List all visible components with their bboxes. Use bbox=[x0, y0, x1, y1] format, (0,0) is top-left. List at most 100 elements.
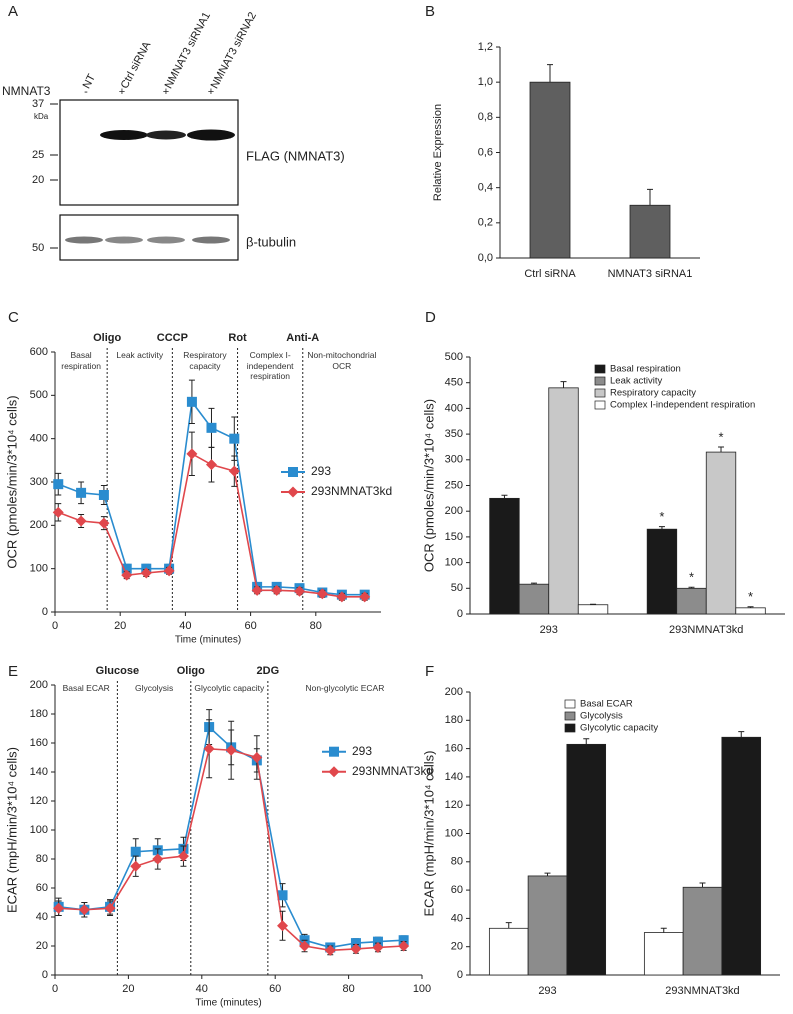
x-tick-label: 293 bbox=[538, 985, 556, 997]
y-tick-label: 300 bbox=[445, 454, 463, 466]
row-value: + bbox=[163, 86, 169, 98]
phase: Non-mitochondrial OCR bbox=[307, 350, 377, 371]
phase: Basal respiration bbox=[61, 350, 101, 371]
row-value: - bbox=[84, 86, 88, 98]
x-tick-label: 40 bbox=[196, 983, 208, 995]
point bbox=[205, 459, 217, 471]
y-tick-label: 450 bbox=[445, 377, 463, 389]
size-marker: 25 bbox=[32, 149, 44, 161]
legend-swatch bbox=[564, 723, 576, 733]
y-tick-label: 100 bbox=[30, 824, 48, 836]
y-axis-label: ECAR (mpH/min/3*10⁴ cells) bbox=[4, 747, 19, 913]
point bbox=[229, 433, 240, 444]
injection-label: Oligo bbox=[93, 332, 121, 344]
point bbox=[398, 935, 409, 946]
bar bbox=[566, 743, 607, 976]
bar bbox=[629, 204, 671, 259]
panel-letter: D bbox=[425, 309, 436, 326]
band bbox=[105, 236, 143, 244]
y-tick-label: 80 bbox=[451, 856, 463, 868]
point bbox=[316, 588, 328, 600]
phase-label: Basal ECAR bbox=[62, 683, 110, 693]
legend-label: Basal ECAR bbox=[580, 699, 633, 710]
x-tick-label: 293NMNAT3kd bbox=[665, 985, 739, 997]
significance-mark: * bbox=[718, 429, 723, 444]
point bbox=[299, 940, 311, 952]
y-tick-label: 400 bbox=[30, 433, 48, 445]
legend-label: Respiratory capacity bbox=[610, 388, 696, 399]
point bbox=[372, 941, 384, 953]
phase-label: Basal respiration bbox=[61, 350, 101, 371]
y-tick-label: 60 bbox=[451, 884, 463, 896]
size-marker: 20 bbox=[32, 174, 44, 186]
point bbox=[271, 584, 283, 596]
point bbox=[177, 850, 189, 862]
point bbox=[251, 584, 263, 596]
legend-swatch bbox=[594, 388, 606, 398]
bar bbox=[676, 587, 707, 615]
point bbox=[359, 591, 371, 603]
band bbox=[65, 236, 103, 244]
phase: Glycolysis bbox=[134, 683, 174, 693]
bar bbox=[577, 604, 609, 615]
error-bar bbox=[699, 882, 706, 888]
x-tick-label: 20 bbox=[122, 983, 134, 995]
y-tick-label: 140 bbox=[445, 771, 463, 783]
phase-label: Non-mitochondrial OCR bbox=[307, 350, 377, 371]
point bbox=[203, 743, 215, 755]
point bbox=[251, 752, 263, 763]
x-tick-label: 293 bbox=[540, 624, 558, 636]
legend-label: 293NMNAT3kd bbox=[352, 764, 433, 778]
blot-label: FLAG (NMNAT3) bbox=[246, 148, 345, 163]
x-tick-label: 60 bbox=[244, 620, 256, 632]
error-bar bbox=[738, 731, 745, 738]
error-bar bbox=[530, 582, 537, 585]
error-bar bbox=[718, 446, 725, 453]
bar bbox=[527, 875, 568, 976]
y-tick-label: 200 bbox=[30, 679, 48, 691]
point bbox=[398, 940, 410, 952]
y-tick-label: 50 bbox=[451, 582, 463, 594]
y-tick-label: 20 bbox=[36, 940, 48, 952]
y-axis-label: OCR (pmoles/min/3*10⁴ cells) bbox=[421, 399, 436, 572]
point bbox=[130, 846, 141, 857]
bar bbox=[705, 451, 737, 615]
point bbox=[140, 567, 152, 579]
point bbox=[277, 890, 288, 901]
y-axis-label: ECAR (mpH/min/3*10⁴ cells) bbox=[421, 751, 436, 917]
band bbox=[147, 236, 185, 244]
point bbox=[350, 943, 362, 955]
x-axis-label: Time (minutes) bbox=[195, 998, 261, 1009]
point bbox=[336, 591, 348, 603]
lane-label: NMNAT3 siRNA1 bbox=[163, 10, 213, 90]
y-tick-label: 350 bbox=[445, 428, 463, 440]
band bbox=[187, 129, 235, 141]
blot-box bbox=[59, 99, 239, 206]
bar bbox=[529, 81, 571, 259]
y-tick-label: 100 bbox=[445, 827, 463, 839]
lane-label: NMNAT3 siRNA2 bbox=[209, 10, 259, 90]
bar bbox=[643, 932, 684, 976]
y-tick-label: 250 bbox=[445, 479, 463, 491]
x-tick-label: 80 bbox=[342, 983, 354, 995]
y-tick-label: 80 bbox=[36, 853, 48, 865]
injection-label: 2DG bbox=[257, 665, 280, 677]
phase: Basal ECAR bbox=[62, 683, 110, 693]
panel-letter: A bbox=[8, 3, 18, 20]
significance-mark: * bbox=[659, 509, 664, 524]
band bbox=[100, 130, 148, 140]
y-tick-label: 140 bbox=[30, 766, 48, 778]
point bbox=[277, 920, 289, 932]
point bbox=[152, 853, 164, 865]
error-bar bbox=[501, 494, 508, 499]
phase-label: Glycolysis bbox=[134, 683, 174, 693]
phase-label: Leak activity bbox=[116, 350, 164, 360]
injection-label: CCCP bbox=[157, 332, 188, 344]
point bbox=[78, 904, 90, 916]
x-tick-label: 293NMNAT3kd bbox=[669, 624, 743, 636]
y-tick-label: 0,0 bbox=[478, 252, 493, 264]
point bbox=[104, 902, 116, 914]
error-bar bbox=[647, 188, 653, 206]
phase: Glycolytic capacity bbox=[194, 683, 264, 693]
significance-mark: * bbox=[748, 589, 753, 604]
